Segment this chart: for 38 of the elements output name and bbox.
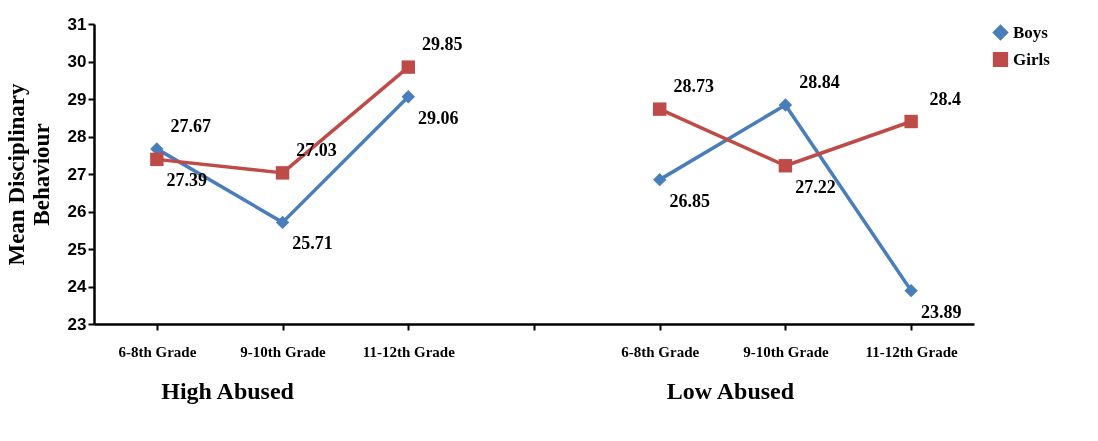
legend-label: Girls	[1013, 49, 1051, 69]
y-tick-label: 28	[67, 127, 87, 146]
point	[904, 283, 918, 298]
y-tick-label: 27	[67, 164, 87, 184]
point	[275, 166, 290, 180]
data-label: 28.84	[799, 72, 840, 92]
x-tick-label: 6-8th Grade	[118, 343, 197, 360]
data-label: 29.85	[422, 34, 463, 55]
text: Low Abused	[666, 378, 795, 404]
x-tick-label: 6-8th Grade	[621, 343, 700, 360]
point	[401, 90, 415, 104]
data-label: 27.22	[795, 176, 836, 197]
x-tick-label: 9-10th Grade	[743, 343, 829, 360]
data-label: 26.85	[669, 190, 710, 211]
y-tick-label: 24	[67, 277, 88, 296]
point	[401, 60, 415, 74]
data-label: 28.4	[929, 88, 961, 109]
y-tick-label: 25	[67, 239, 87, 259]
y-tick-label: 26	[67, 202, 87, 221]
y-axis-title: Mean Disciplinary Behaviour	[3, 82, 54, 266]
legend-label: Boys	[1013, 22, 1049, 42]
y-tick-label: 30	[67, 52, 87, 71]
point	[275, 215, 290, 230]
y-tick-label: 29	[67, 89, 87, 109]
data-label: 25.71	[292, 233, 333, 254]
data-label: 28.73	[673, 76, 714, 97]
data-label: 27.67	[170, 115, 212, 136]
point	[653, 172, 667, 187]
data-label: 27.39	[166, 170, 208, 191]
x-tick-label: 11-12th Grade	[865, 343, 959, 360]
text: High Abused	[161, 378, 295, 404]
x-tick-label: 11-12th Grade	[362, 343, 456, 360]
data-label: 29.06	[418, 107, 459, 128]
x-tick-label: 9-10th Grade	[240, 343, 327, 360]
data-label: 23.89	[920, 301, 962, 322]
y-tick-label: 31	[67, 14, 87, 34]
y-tick-label: 23	[67, 314, 87, 334]
point	[150, 152, 164, 167]
